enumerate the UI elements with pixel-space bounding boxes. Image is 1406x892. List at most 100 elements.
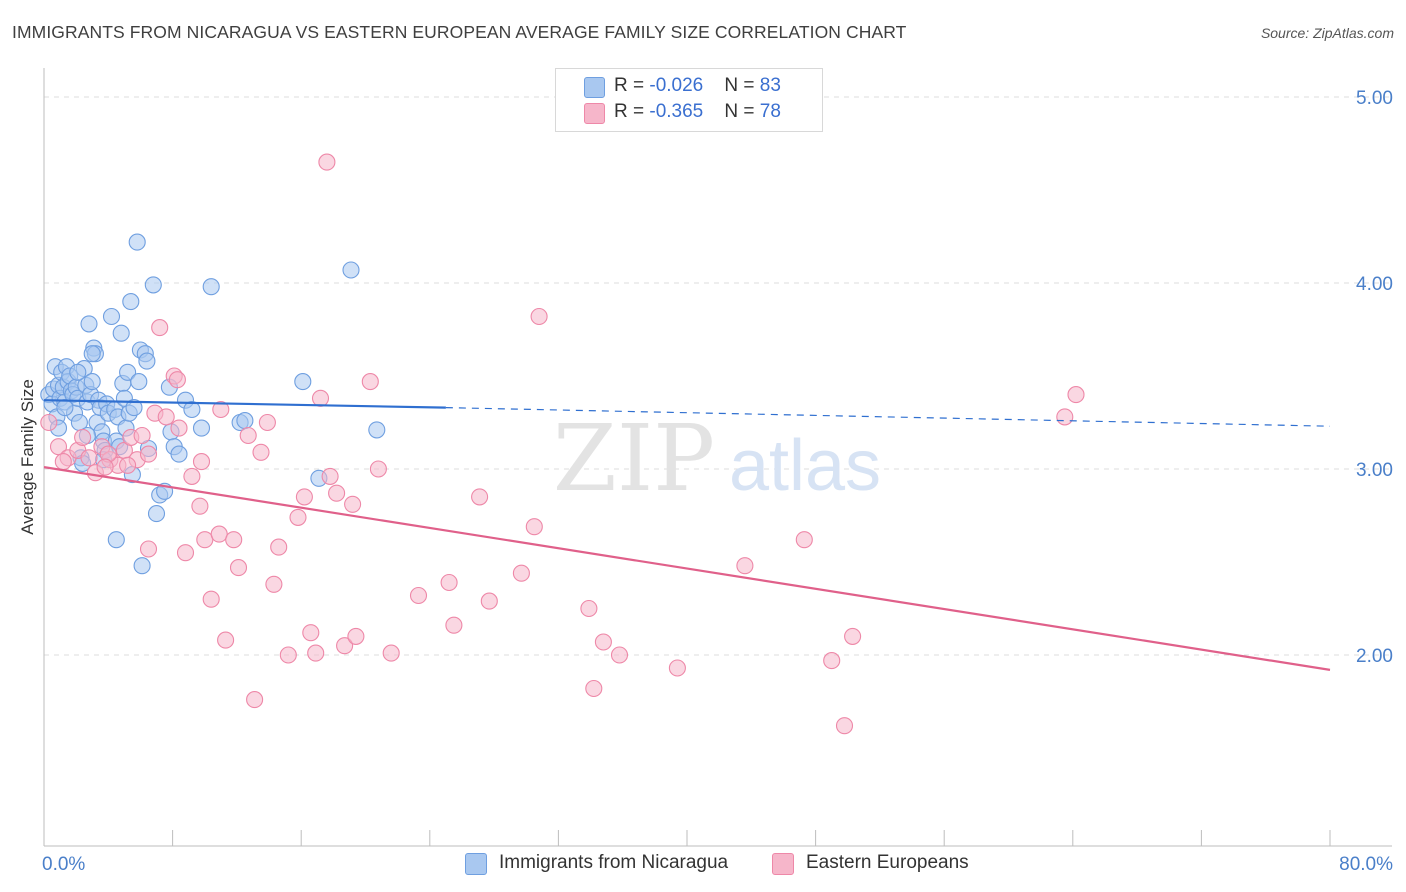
legend-r-label: R = xyxy=(614,75,650,96)
point-eastern-europeans xyxy=(409,586,428,605)
point-eastern-europeans xyxy=(168,371,186,389)
trend-line-nicaragua-extension xyxy=(445,407,1331,427)
y-tick-label: 4.00 xyxy=(1356,274,1393,295)
point-nicaragua xyxy=(128,233,146,251)
point-eastern-europeans xyxy=(96,458,114,476)
point-eastern-europeans xyxy=(252,443,270,461)
point-nicaragua xyxy=(102,307,121,326)
point-eastern-europeans xyxy=(525,518,543,536)
bottom-legend-label-nicaragua: Immigrants from Nicaragua xyxy=(499,852,729,873)
y-axis-label: Average Family Size xyxy=(18,379,37,535)
trend-line-nicaragua xyxy=(43,399,446,409)
point-eastern-europeans xyxy=(151,319,169,337)
point-eastern-europeans xyxy=(585,679,603,698)
point-eastern-europeans xyxy=(212,400,230,419)
point-nicaragua xyxy=(112,324,130,342)
point-eastern-europeans xyxy=(217,631,235,649)
point-eastern-europeans xyxy=(336,637,354,655)
point-eastern-europeans xyxy=(170,419,188,437)
point-eastern-europeans xyxy=(74,428,92,446)
point-nicaragua xyxy=(170,445,188,463)
point-nicaragua xyxy=(183,400,201,419)
point-eastern-europeans xyxy=(823,652,841,670)
point-eastern-europeans xyxy=(445,616,463,634)
point-eastern-europeans xyxy=(289,508,307,526)
data-points xyxy=(40,153,1085,735)
point-nicaragua xyxy=(107,531,125,549)
point-nicaragua xyxy=(56,399,74,417)
point-eastern-europeans xyxy=(139,540,158,558)
point-nicaragua xyxy=(144,276,162,294)
point-eastern-europeans xyxy=(40,413,58,432)
point-eastern-europeans xyxy=(258,413,276,432)
legend-n-value-nicaragua: 83 xyxy=(759,75,781,96)
point-nicaragua xyxy=(83,373,101,391)
point-nicaragua xyxy=(122,293,140,311)
watermark-zip: ZIP xyxy=(553,405,715,512)
legend-n-value-eastern-europeans: 78 xyxy=(759,101,781,122)
point-eastern-europeans xyxy=(139,445,158,463)
trend-lines xyxy=(43,399,1331,671)
point-eastern-europeans xyxy=(307,644,325,662)
point-eastern-europeans xyxy=(610,646,629,664)
point-nicaragua xyxy=(202,278,220,296)
trend-line-eastern-europeans xyxy=(43,466,1331,671)
chart-title: IMMIGRANTS FROM NICARAGUA VS EASTERN EUR… xyxy=(12,22,907,42)
point-eastern-europeans xyxy=(295,488,313,506)
x-tick-label-max: 80.0% xyxy=(1339,854,1393,875)
y-axis-tick-labels: 2.00 3.00 4.00 5.00 xyxy=(1356,88,1393,667)
legend-r-value-nicaragua: -0.026 xyxy=(649,75,704,96)
watermark: ZIP atlas xyxy=(553,405,881,512)
legend-n-label: N = xyxy=(724,75,760,96)
source-credit: Source: ZipAtlas.com xyxy=(1260,25,1394,41)
point-eastern-europeans xyxy=(196,531,214,549)
point-eastern-europeans xyxy=(328,484,346,502)
point-nicaragua xyxy=(80,315,98,333)
point-eastern-europeans xyxy=(192,453,211,471)
point-nicaragua xyxy=(294,373,312,391)
point-nicaragua xyxy=(119,363,137,381)
point-eastern-europeans xyxy=(191,497,209,515)
point-eastern-europeans xyxy=(279,646,297,664)
legend-swatch-eastern-europeans xyxy=(584,103,605,124)
bottom-legend-label-eastern-europeans: Eastern Europeans xyxy=(806,852,969,873)
point-eastern-europeans xyxy=(844,627,862,645)
point-eastern-europeans xyxy=(80,449,98,467)
point-nicaragua xyxy=(83,345,101,363)
point-nicaragua xyxy=(125,399,143,417)
point-eastern-europeans xyxy=(133,426,151,445)
point-eastern-europeans xyxy=(369,460,387,478)
point-eastern-europeans xyxy=(229,559,248,577)
point-eastern-europeans xyxy=(835,717,854,735)
point-nicaragua xyxy=(130,373,148,391)
legend-r-value-eastern-europeans: -0.365 xyxy=(649,101,704,122)
point-nicaragua xyxy=(342,261,360,279)
point-eastern-europeans xyxy=(580,599,598,618)
point-eastern-europeans xyxy=(471,488,489,506)
point-eastern-europeans xyxy=(1056,408,1074,426)
legend-r-label: R = xyxy=(614,101,650,122)
point-nicaragua xyxy=(138,352,156,370)
point-eastern-europeans xyxy=(668,659,686,677)
point-eastern-europeans xyxy=(311,389,330,407)
bottom-legend-swatch-nicaragua xyxy=(465,853,487,875)
point-eastern-europeans xyxy=(202,590,220,608)
point-eastern-europeans xyxy=(54,453,72,471)
point-eastern-europeans xyxy=(176,544,195,562)
point-eastern-europeans xyxy=(344,495,362,513)
point-eastern-europeans xyxy=(302,624,320,642)
bottom-legend-swatch-eastern-europeans xyxy=(772,853,794,875)
point-eastern-europeans xyxy=(321,467,339,485)
y-tick-label: 5.00 xyxy=(1356,88,1393,109)
legend-swatch-nicaragua xyxy=(584,77,605,98)
point-eastern-europeans xyxy=(225,531,243,549)
point-nicaragua xyxy=(147,505,166,523)
point-eastern-europeans xyxy=(210,525,228,543)
point-eastern-europeans xyxy=(347,627,365,645)
point-eastern-europeans xyxy=(382,644,400,662)
point-eastern-europeans xyxy=(530,307,548,326)
point-nicaragua xyxy=(133,557,151,575)
axes xyxy=(43,68,1392,847)
grid-lines xyxy=(44,96,1392,656)
